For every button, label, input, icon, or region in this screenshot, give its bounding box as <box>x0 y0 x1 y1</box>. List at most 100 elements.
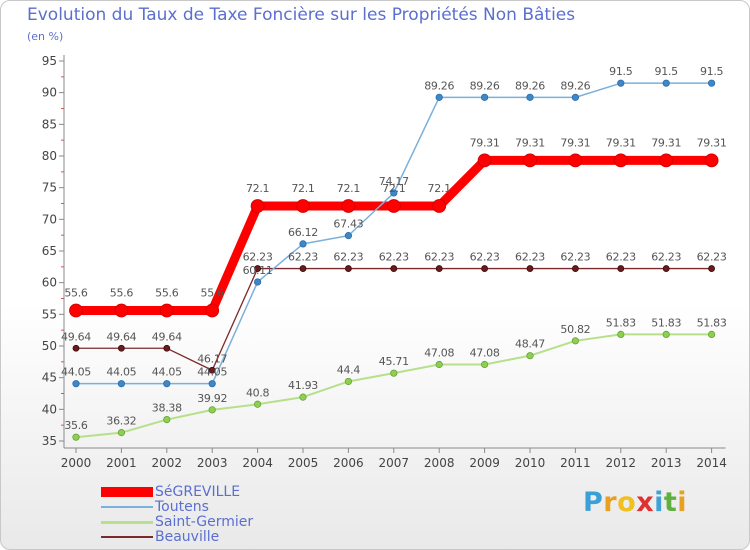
data-point-segreville <box>159 303 174 318</box>
data-point-toutens <box>707 79 716 87</box>
data-point-toutens <box>344 232 352 240</box>
y-tick-label: 80 <box>42 149 57 163</box>
x-tick-label: 2014 <box>696 456 727 470</box>
data-label-segreville: 79.31 <box>515 136 545 149</box>
data-point-segreville <box>613 153 628 168</box>
data-label-saint-germier: 51.83 <box>651 316 681 329</box>
y-tick-label: 35 <box>42 434 57 448</box>
data-point-segreville <box>386 199 401 213</box>
data-point-toutens <box>254 278 262 286</box>
data-point-toutens <box>163 380 171 388</box>
data-label-saint-germier: 38.38 <box>152 402 182 415</box>
data-point-segreville <box>296 199 310 213</box>
data-label-toutens: 44.05 <box>197 366 227 379</box>
data-point-saint-germier <box>208 406 216 414</box>
data-label-segreville: 79.31 <box>651 136 681 149</box>
brand-letter: r <box>603 487 618 518</box>
data-label-saint-germier: 48.47 <box>515 338 545 351</box>
legend-swatch <box>101 520 153 524</box>
y-tick-label: 60 <box>42 276 57 290</box>
x-tick-label: 2012 <box>606 456 637 470</box>
data-label-saint-germier: 40.8 <box>246 386 270 399</box>
x-tick-label: 2002 <box>152 456 183 470</box>
data-point-saint-germier <box>163 415 171 424</box>
brand-letter: i <box>654 487 664 518</box>
data-label-segreville: 72.1 <box>382 182 405 195</box>
data-point-toutens <box>72 380 80 388</box>
data-point-beauville <box>572 265 579 272</box>
x-tick-label: 2008 <box>424 456 455 470</box>
data-point-saint-germier <box>662 330 670 339</box>
data-label-saint-germier: 45.71 <box>379 355 409 368</box>
data-point-segreville <box>568 153 583 168</box>
chart-axes: 35 40 45 50 55 60 65 70 75 80 85 90 95 2000 2001 2002 20… <box>42 54 727 470</box>
data-point-saint-germier <box>707 330 716 339</box>
data-label-beauville: 62.23 <box>470 251 500 264</box>
data-label-toutens: 44.05 <box>152 366 182 379</box>
data-label-beauville: 46.17 <box>197 352 227 365</box>
data-label-toutens: 60.11 <box>243 264 273 277</box>
data-label-toutens: 89.26 <box>470 79 500 92</box>
data-point-toutens <box>117 380 126 388</box>
data-label-beauville: 49.64 <box>61 330 91 343</box>
data-point-segreville <box>69 303 83 318</box>
data-point-toutens <box>662 79 670 87</box>
data-point-beauville <box>435 265 443 272</box>
data-point-beauville <box>163 344 171 352</box>
data-point-toutens <box>571 93 580 101</box>
legend-label: Toutens <box>155 499 209 515</box>
data-label-segreville: 72.1 <box>291 182 314 195</box>
data-point-toutens <box>480 93 489 101</box>
data-point-segreville <box>704 153 719 168</box>
data-point-toutens <box>390 189 398 197</box>
x-tick-label: 2000 <box>61 456 92 470</box>
data-point-segreville <box>432 199 447 213</box>
data-point-saint-germier <box>72 433 80 441</box>
data-label-segreville: 72.1 <box>428 182 451 195</box>
data-label-beauville: 62.23 <box>288 251 318 264</box>
legend-swatch <box>101 487 153 497</box>
data-labels: 55.6 55.6 55.6 55.6 72.1 72.1 72.1 72.1 72.1 79.3… <box>61 65 727 432</box>
data-label-segreville: 55.6 <box>110 287 134 300</box>
legend-swatch <box>101 506 153 508</box>
proxiti-logo: Proxiti <box>583 487 687 518</box>
data-point-toutens <box>208 380 216 388</box>
series-markers <box>69 79 719 441</box>
data-point-saint-germier <box>435 360 443 369</box>
data-label-segreville: 55.6 <box>201 287 225 300</box>
data-label-saint-germier: 44.4 <box>337 363 361 376</box>
data-label-segreville: 72.1 <box>246 182 269 195</box>
data-point-segreville <box>523 153 537 168</box>
data-point-beauville <box>72 344 80 352</box>
data-point-beauville <box>617 265 625 272</box>
brand-letter: o <box>617 487 637 518</box>
legend-swatch <box>101 536 153 538</box>
data-point-saint-germier <box>254 400 262 408</box>
brand-letter: i <box>677 487 688 518</box>
data-label-segreville: 79.31 <box>697 136 727 149</box>
data-point-saint-germier <box>526 352 534 360</box>
data-label-segreville: 55.6 <box>155 287 179 300</box>
data-label-saint-germier: 47.08 <box>424 346 454 359</box>
x-tick-label: 2006 <box>333 456 364 470</box>
data-point-beauville <box>526 265 534 272</box>
data-label-segreville: 79.31 <box>470 136 500 149</box>
data-label-toutens: 74.17 <box>379 175 409 188</box>
brand-letter: t <box>663 487 678 518</box>
data-point-segreville <box>114 303 129 318</box>
brand-letter: P <box>583 487 604 518</box>
data-point-toutens <box>299 240 307 248</box>
data-label-segreville: 55.6 <box>64 287 88 300</box>
y-tick-label: 75 <box>42 181 57 195</box>
data-label-saint-germier: 41.93 <box>288 379 318 392</box>
x-tick-label: 2001 <box>106 456 137 470</box>
y-tick-label: 50 <box>42 339 57 353</box>
data-point-segreville <box>477 153 492 168</box>
data-point-toutens <box>526 93 534 101</box>
data-label-saint-germier: 35.6 <box>64 419 88 432</box>
data-point-saint-germier <box>617 330 625 339</box>
data-label-toutens: 66.12 <box>288 226 318 239</box>
data-label-saint-germier: 39.92 <box>197 392 227 405</box>
data-point-beauville <box>708 265 715 272</box>
y-tick-label: 55 <box>42 307 57 321</box>
